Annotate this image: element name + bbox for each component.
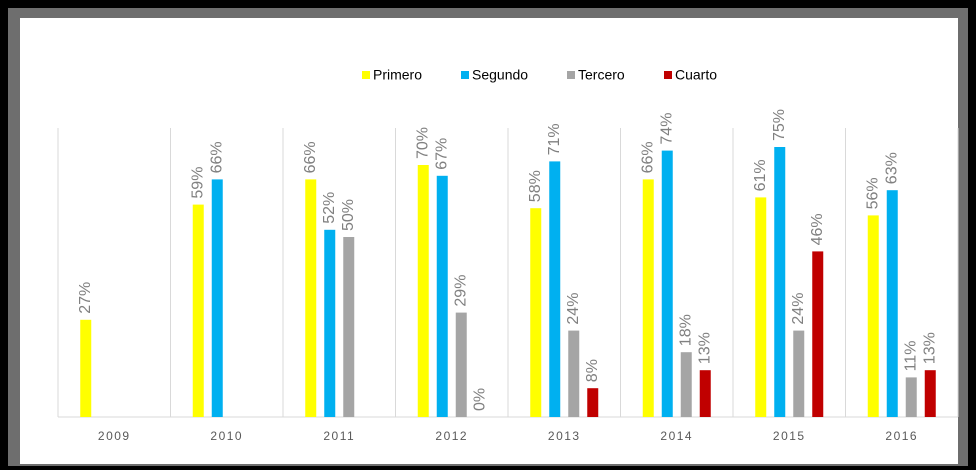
value-label: 70% — [414, 127, 431, 159]
value-label: 66% — [208, 141, 225, 173]
bar — [305, 179, 317, 417]
value-label: 61% — [752, 159, 769, 191]
x-tick-label: 2013 — [548, 429, 581, 443]
value-label: 56% — [864, 177, 881, 209]
bar — [587, 388, 599, 417]
value-label: 27% — [77, 282, 94, 314]
value-label: 63% — [883, 152, 900, 184]
value-label: 66% — [302, 141, 319, 173]
x-tick-label: 2010 — [210, 429, 243, 443]
bar — [436, 175, 448, 417]
bar — [530, 208, 542, 417]
bar — [642, 179, 654, 417]
bar — [343, 237, 355, 417]
value-label: 13% — [921, 332, 938, 364]
bar — [755, 197, 767, 417]
value-label: 71% — [546, 123, 563, 155]
bar — [924, 370, 936, 417]
value-label: 24% — [790, 293, 807, 325]
legend-swatch — [461, 71, 469, 79]
x-tick-label: 2009 — [98, 429, 131, 443]
legend-label: Primero — [373, 67, 422, 83]
x-tick-label: 2012 — [435, 429, 468, 443]
legend-swatch — [362, 71, 370, 79]
value-label: 11% — [902, 341, 919, 372]
bar — [905, 377, 917, 417]
value-label: 67% — [433, 138, 450, 170]
legend-label: Cuarto — [675, 67, 717, 83]
x-tick-label: 2015 — [773, 429, 806, 443]
value-label: 58% — [527, 170, 544, 202]
value-label: 50% — [340, 199, 357, 231]
value-label: 29% — [452, 275, 469, 307]
bar — [211, 179, 223, 417]
value-label: 8% — [584, 359, 601, 382]
bar — [324, 229, 336, 417]
bar — [867, 215, 879, 417]
legend-swatch — [664, 71, 672, 79]
value-label: 24% — [565, 293, 582, 325]
value-label: 46% — [809, 213, 826, 245]
bar — [661, 150, 673, 417]
bar — [80, 319, 92, 417]
x-tick-label: 2016 — [885, 429, 918, 443]
legend-swatch — [567, 71, 575, 79]
value-label: 59% — [189, 167, 206, 199]
legend-label: Tercero — [578, 67, 625, 83]
bar — [774, 147, 786, 417]
bar — [568, 330, 580, 417]
x-tick-label: 2014 — [660, 429, 693, 443]
value-label: 0% — [471, 388, 488, 411]
bar — [455, 312, 467, 417]
bar — [886, 190, 898, 417]
value-label: 74% — [658, 113, 675, 145]
bar — [793, 330, 805, 417]
value-label: 66% — [639, 141, 656, 173]
bar — [417, 165, 429, 417]
x-tick-label: 2011 — [323, 429, 355, 443]
bar — [812, 251, 824, 417]
bar — [549, 161, 561, 417]
legend-label: Segundo — [472, 67, 528, 83]
value-label: 52% — [321, 192, 338, 224]
bar — [699, 370, 711, 417]
bar — [192, 204, 204, 417]
value-label: 75% — [771, 109, 788, 141]
value-label: 13% — [696, 332, 713, 364]
value-label: 18% — [677, 314, 694, 346]
bar — [680, 352, 692, 417]
